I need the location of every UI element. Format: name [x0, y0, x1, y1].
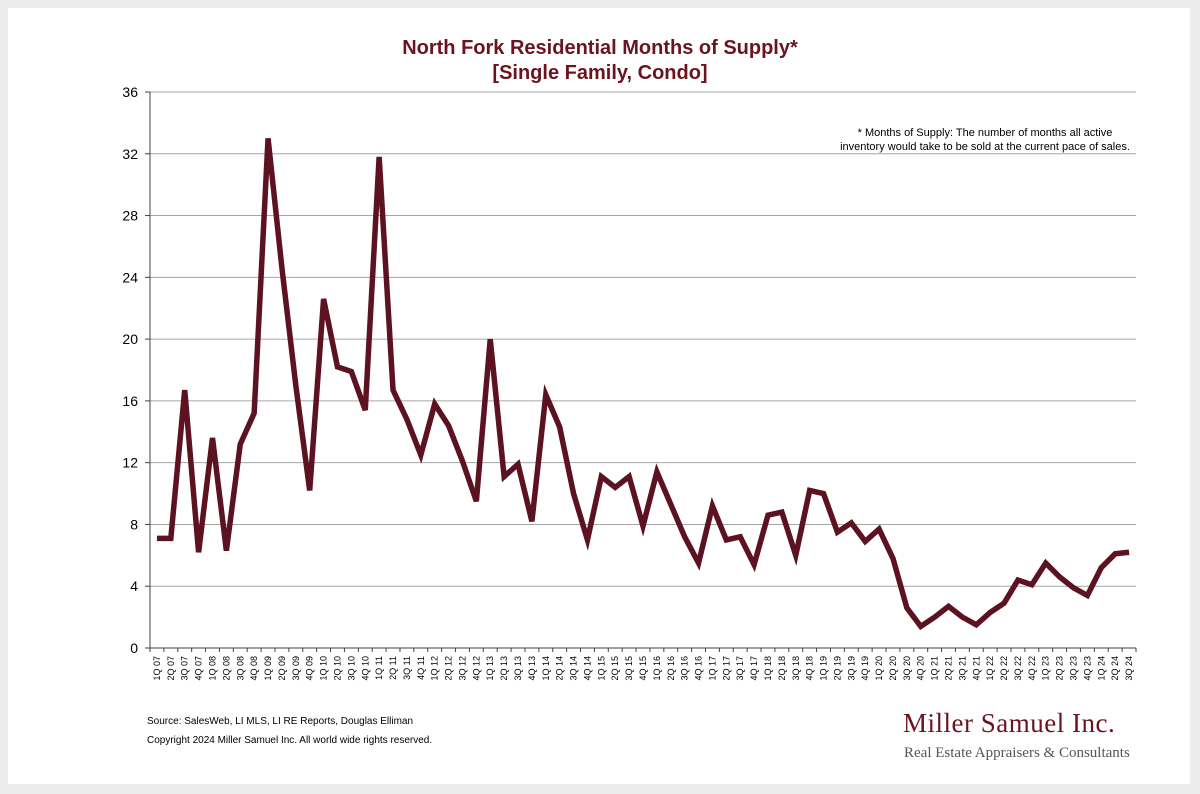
- x-tick-label: 4Q 21: [971, 656, 981, 681]
- x-tick-label: 4Q 20: [916, 656, 926, 681]
- x-tick-label: 3Q 22: [1013, 656, 1023, 681]
- x-tick-label: 3Q 14: [569, 656, 579, 681]
- x-tick-label: 1Q 14: [541, 656, 551, 681]
- x-tick-label: 2Q 17: [721, 656, 731, 681]
- x-tick-label: 2Q 20: [888, 656, 898, 681]
- x-tick-label: 1Q 20: [874, 656, 884, 681]
- y-tick-label: 24: [122, 269, 138, 285]
- footnote-line-1: * Months of Supply: The number of months…: [857, 127, 1113, 139]
- x-tick-label: 2Q 19: [832, 656, 842, 681]
- x-tick-label: 4Q 15: [638, 656, 648, 681]
- x-tick-label: 3Q 23: [1069, 656, 1079, 681]
- x-tick-label: 4Q 13: [527, 656, 537, 681]
- x-tick-label: 4Q 18: [805, 656, 815, 681]
- x-tick-label: 1Q 17: [707, 656, 717, 681]
- x-tick-label: 4Q 11: [416, 656, 426, 680]
- series-line: [156, 138, 1130, 631]
- x-tick-label: 2Q 12: [444, 656, 454, 681]
- x-tick-label: 4Q 07: [194, 656, 204, 681]
- x-tick-label: 2Q 14: [555, 656, 565, 681]
- x-tick-label: 3Q 10: [346, 656, 356, 681]
- x-tick-label: 3Q 18: [791, 656, 801, 681]
- x-tick-label: 4Q 08: [249, 656, 259, 681]
- logo-tagline: Real Estate Appraisers & Consultants: [904, 745, 1130, 761]
- x-tick-label: 1Q 12: [430, 656, 440, 681]
- x-tick-label: 2Q 13: [499, 656, 509, 681]
- footnote-line-2: inventory would take to be sold at the c…: [840, 141, 1130, 153]
- x-tick-label: 1Q 22: [985, 656, 995, 681]
- x-tick-label: 3Q 17: [735, 656, 745, 681]
- x-tick-label: 2Q 10: [332, 656, 342, 681]
- chart-subtitle: [Single Family, Condo]: [492, 62, 708, 84]
- x-tick-label: 1Q 19: [819, 656, 829, 681]
- y-tick-label: 8: [130, 516, 138, 532]
- x-tick-label: 4Q 17: [749, 656, 759, 681]
- y-tick-label: 4: [130, 578, 138, 594]
- x-tick-label: 2Q 09: [277, 656, 287, 681]
- x-tick-label: 2Q 08: [221, 656, 231, 681]
- logo-name: Miller Samuel Inc.: [903, 708, 1116, 738]
- x-tick-label: 4Q 16: [694, 656, 704, 681]
- x-tick-label: 3Q 16: [680, 656, 690, 681]
- x-tick-label: 2Q 22: [999, 656, 1009, 681]
- source-text: Source: SalesWeb, LI MLS, LI RE Reports,…: [147, 716, 414, 727]
- x-tick-label: 1Q 21: [930, 656, 940, 681]
- x-tick-label: 1Q 13: [485, 656, 495, 681]
- y-tick-label: 20: [122, 331, 138, 347]
- y-axis-ticks: 0 4 8 12 16 20 24 28 32 36: [122, 84, 150, 656]
- x-tick-label: 3Q 07: [180, 656, 190, 681]
- x-tick-label: 1Q 10: [319, 656, 329, 681]
- x-tick-label: 3Q 15: [624, 656, 634, 681]
- x-tick-label: 4Q 12: [471, 656, 481, 681]
- x-tick-label: 1Q 24: [1096, 656, 1106, 681]
- grid-lines: [150, 91, 1136, 587]
- x-tick-label: 2Q 21: [944, 656, 954, 681]
- x-tick-label: 3Q 08: [235, 656, 245, 681]
- x-tick-label: 3Q 24: [1124, 656, 1134, 681]
- x-tick-label: 2Q 24: [1110, 656, 1120, 681]
- x-tick-label: 1Q 07: [152, 656, 162, 681]
- x-tick-label: 4Q 22: [1027, 656, 1037, 681]
- y-tick-label: 0: [130, 640, 138, 656]
- footnote: * Months of Supply: The number of months…: [820, 126, 1150, 154]
- y-tick-label: 12: [122, 455, 138, 471]
- x-tick-label: 4Q 10: [360, 656, 370, 681]
- x-tick-label: 2Q 07: [166, 656, 176, 681]
- axes: [149, 92, 1136, 649]
- y-tick-label: 32: [122, 146, 138, 162]
- x-tick-label: 3Q 19: [846, 656, 856, 681]
- x-tick-label: 1Q 23: [1041, 656, 1051, 681]
- x-tick-label: 1Q 15: [596, 656, 606, 681]
- x-tick-label: 2Q 18: [777, 656, 787, 681]
- series-layer: [156, 138, 1130, 631]
- x-tick-label: 2Q 11: [388, 656, 398, 680]
- x-tick-label: 4Q 14: [582, 656, 592, 681]
- x-tick-label: 1Q 09: [263, 656, 273, 681]
- x-tick-label: 2Q 16: [666, 656, 676, 681]
- x-tick-label: 2Q 23: [1055, 656, 1065, 681]
- x-tick-label: 2Q 15: [610, 656, 620, 681]
- x-tick-label: 4Q 09: [305, 656, 315, 681]
- x-tick-label: 3Q 09: [291, 656, 301, 681]
- y-tick-label: 16: [122, 393, 138, 409]
- chart-title: North Fork Residential Months of Supply*: [402, 37, 798, 59]
- x-axis-ticks: 1Q 07 2Q 07 3Q 07 4Q 07 1Q 08 2Q 08 3Q 08 4Q 08…: [149, 648, 1137, 681]
- x-tick-label: 3Q 20: [902, 656, 912, 681]
- y-tick-label: 28: [122, 208, 138, 224]
- x-tick-label: 3Q 13: [513, 656, 523, 681]
- x-tick-label: 4Q 23: [1082, 656, 1092, 681]
- copyright-text: Copyright 2024 Miller Samuel Inc. All wo…: [147, 735, 433, 746]
- x-tick-label: 3Q 11: [402, 656, 412, 680]
- x-tick-label: 1Q 18: [763, 656, 773, 681]
- x-tick-label: 3Q 12: [457, 656, 467, 681]
- x-tick-label: 1Q 16: [652, 656, 662, 681]
- x-tick-label: 3Q 21: [957, 656, 967, 681]
- x-tick-label: 1Q 11: [374, 656, 384, 680]
- x-tick-label: 1Q 08: [207, 656, 217, 681]
- chart-card: [8, 8, 1190, 784]
- y-tick-label: 36: [122, 84, 138, 100]
- x-tick-label: 4Q 19: [860, 656, 870, 681]
